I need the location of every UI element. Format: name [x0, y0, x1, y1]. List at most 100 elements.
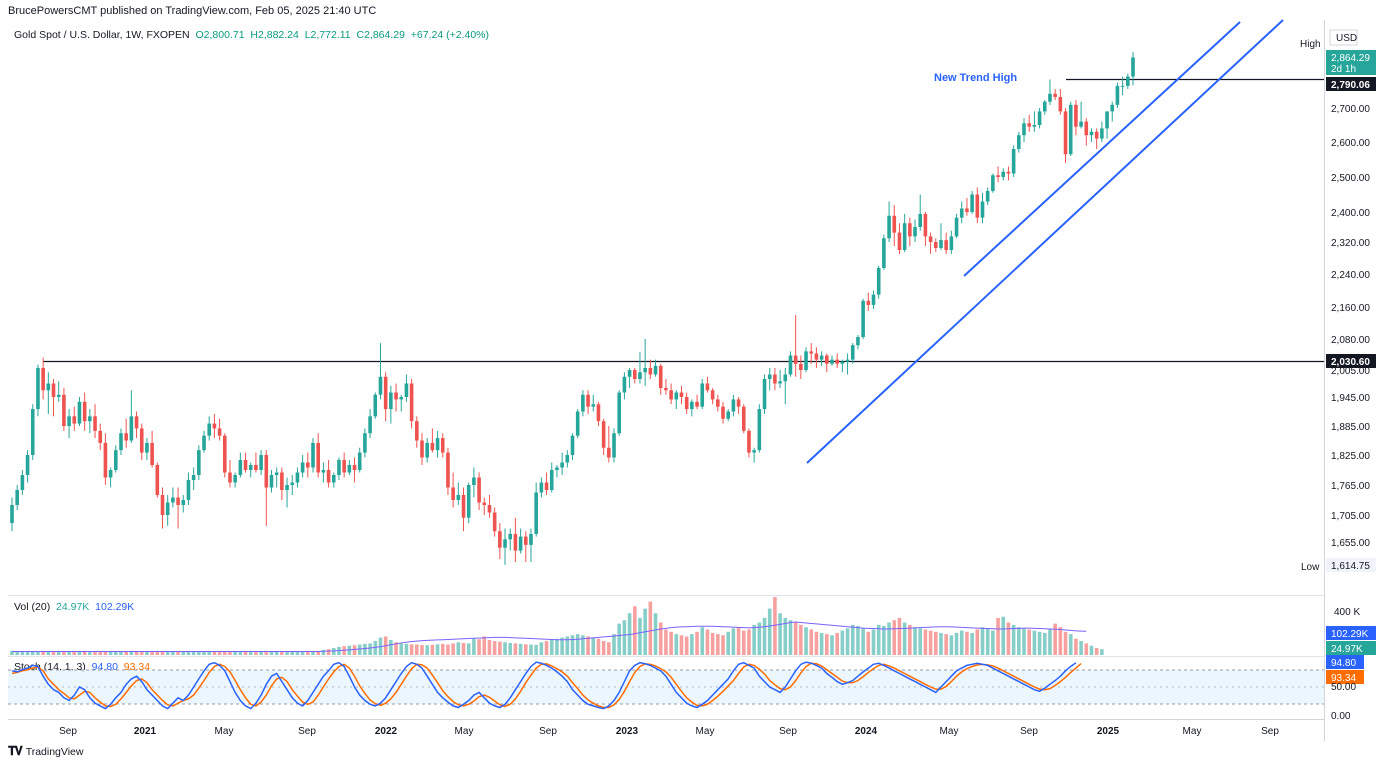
candle	[119, 428, 123, 455]
candle	[378, 343, 383, 400]
volume-bar	[908, 624, 912, 655]
candle	[202, 430, 206, 453]
candle-body	[67, 416, 71, 426]
candle-body	[778, 381, 782, 384]
candle-body	[835, 359, 839, 364]
time-tick: May	[215, 726, 234, 737]
candle	[269, 470, 274, 493]
candle-body	[959, 208, 964, 218]
tradingview-logo-icon[interactable]: 𝐓𝐕	[8, 744, 23, 758]
candle	[368, 409, 372, 439]
candle-body	[503, 539, 507, 548]
candle-body	[871, 294, 876, 305]
volume-bar	[695, 631, 699, 655]
candle	[726, 409, 730, 422]
volume-bar	[285, 651, 289, 655]
candle-body	[280, 472, 284, 490]
volume-bar	[269, 651, 274, 655]
countdown-label: 2d 1h	[1331, 64, 1356, 75]
symbol-title[interactable]: Gold Spot / U.S. Dollar, 1W, FXOPEN	[14, 29, 190, 41]
volume-bar	[809, 629, 814, 655]
candle	[51, 379, 56, 417]
candle-body	[202, 435, 206, 451]
volume-bar	[975, 629, 980, 655]
candle	[197, 445, 201, 480]
volume-bar	[518, 643, 523, 655]
candle	[466, 482, 471, 524]
candle-body	[383, 376, 388, 410]
candle	[326, 460, 331, 488]
price-axis[interactable]: USD High Low 2,700.00 2,600.00 2,500.00 2,4…	[1297, 29, 1376, 573]
candle	[420, 433, 424, 465]
volume-bar	[456, 642, 461, 655]
candle-body	[850, 345, 855, 360]
time-axis[interactable]: Sep 2021 May Sep 2022 May Sep 2023 May Sep 2024 May…	[59, 726, 1279, 737]
candle-body	[799, 363, 803, 370]
candle	[77, 397, 82, 426]
candle-body	[342, 460, 346, 473]
candle	[814, 347, 819, 368]
volume-bar	[1084, 643, 1089, 655]
candle-body	[913, 227, 917, 237]
candle-body	[726, 411, 730, 419]
candle	[799, 355, 803, 379]
candle	[731, 394, 736, 417]
candle-body	[254, 465, 258, 470]
volume-axis[interactable]: 400 K 102.29K 24.97K	[1326, 607, 1376, 655]
candle-body	[736, 399, 741, 407]
candle-body	[856, 337, 860, 346]
volume-bar	[311, 651, 315, 655]
candle	[793, 315, 798, 377]
candle	[741, 404, 746, 434]
candle-body	[809, 351, 814, 354]
candle	[575, 409, 580, 439]
candle-body	[690, 401, 694, 410]
candle	[664, 379, 668, 395]
candle-body	[643, 367, 647, 373]
candle	[264, 450, 269, 526]
candle-body	[830, 359, 834, 364]
candle	[145, 438, 149, 460]
volume-bar	[653, 613, 658, 655]
candle-body	[534, 492, 538, 534]
candle	[690, 399, 694, 417]
candle	[658, 363, 663, 395]
candle	[25, 450, 30, 483]
candle-body	[15, 490, 19, 505]
volume-label[interactable]: Vol (20)	[14, 601, 51, 613]
candle	[67, 409, 71, 439]
candle	[975, 187, 980, 224]
price-tick: 1,825.00	[1331, 451, 1370, 462]
volume-bar	[658, 622, 663, 655]
candle-body	[72, 416, 77, 424]
candle-body	[586, 394, 590, 407]
volume-bar	[25, 651, 30, 655]
volume-bar	[394, 642, 398, 655]
candle	[757, 404, 762, 453]
upper-trendline[interactable]	[963, 21, 1241, 277]
stoch-axis[interactable]: 94.80 93.34 50.00 0.00	[1326, 655, 1364, 722]
candle-body	[767, 374, 772, 379]
candle	[991, 173, 995, 193]
volume-bar	[451, 643, 455, 655]
volume-bar	[773, 597, 777, 655]
volume-bar	[171, 651, 175, 655]
volume-bar	[664, 629, 668, 655]
candle	[1042, 100, 1047, 115]
candle-body	[627, 370, 632, 377]
price-tick: 2,500.00	[1331, 173, 1370, 184]
candle-body	[747, 430, 751, 453]
currency-box[interactable]	[1329, 29, 1358, 46]
candle-body	[555, 467, 559, 470]
volume-bar	[700, 627, 705, 655]
candle	[570, 433, 575, 460]
volume-bar	[477, 639, 481, 655]
candle-body	[217, 428, 222, 436]
candle-body	[113, 450, 118, 470]
lower-trendline[interactable]	[806, 19, 1284, 464]
candle	[944, 232, 948, 254]
candle	[716, 394, 720, 412]
volume-bar	[933, 631, 938, 655]
candle	[1089, 128, 1094, 142]
